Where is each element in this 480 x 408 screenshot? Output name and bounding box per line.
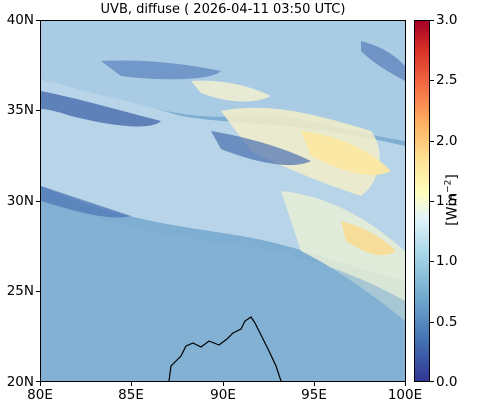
- unit-exponent: −2: [443, 179, 454, 193]
- colorbar-tick-1-0: 1.0: [436, 253, 458, 269]
- x-tickmark: [314, 382, 315, 386]
- x-tick-100e: 100E: [387, 387, 423, 403]
- colorbar-tickmark: [430, 201, 434, 202]
- y-tickmark: [36, 110, 40, 111]
- colorbar-tick-2-0: 2.0: [436, 133, 458, 149]
- plains-field: [41, 201, 405, 381]
- x-tickmark: [40, 382, 41, 386]
- y-tick-40n: 40N: [6, 12, 34, 28]
- colorbar-tickmark: [430, 381, 434, 382]
- y-tick-30n: 30N: [6, 193, 34, 209]
- x-tick-80e: 80E: [27, 387, 53, 403]
- colorbar: [414, 20, 430, 382]
- x-tickmark: [131, 382, 132, 386]
- y-tickmark: [36, 291, 40, 292]
- map-title: UVB, diffuse ( 2026-04-11 03:50 UTC): [100, 2, 346, 17]
- colorbar-tickmark: [430, 261, 434, 262]
- map-plot: [40, 20, 406, 382]
- y-tickmark: [36, 381, 40, 382]
- colorbar-tick-0-5: 0.5: [436, 314, 458, 330]
- x-tick-95e: 95E: [301, 387, 327, 403]
- y-tick-20n: 20N: [6, 374, 34, 390]
- unit-close: ]: [444, 174, 461, 180]
- x-tickmark: [223, 382, 224, 386]
- colorbar-tickmark: [430, 80, 434, 81]
- x-tick-90e: 90E: [210, 387, 236, 403]
- unit-base: [Wm: [444, 192, 461, 226]
- x-tick-85e: 85E: [118, 387, 144, 403]
- colorbar-tickmark: [430, 20, 434, 21]
- coastline: [168, 316, 282, 381]
- uvb-field-map: [41, 21, 405, 381]
- y-tickmark: [36, 201, 40, 202]
- colorbar-tick-2-5: 2.5: [436, 72, 458, 88]
- y-tick-25n: 25N: [6, 283, 34, 299]
- colorbar-tick-3-0: 3.0: [436, 12, 458, 28]
- y-tickmark: [36, 20, 40, 21]
- x-tickmark: [405, 382, 406, 386]
- y-tick-35n: 35N: [6, 102, 34, 118]
- colorbar-tickmark: [430, 141, 434, 142]
- low-value-bands: [41, 41, 405, 218]
- northern-field: [41, 21, 405, 141]
- colorbar-tickmark: [430, 322, 434, 323]
- colorbar-unit-label: [Wm−2]: [444, 174, 461, 226]
- colorbar-tick-1-5: 1.5: [436, 193, 458, 209]
- colorbar-tick-0-0: 0.0: [436, 374, 458, 390]
